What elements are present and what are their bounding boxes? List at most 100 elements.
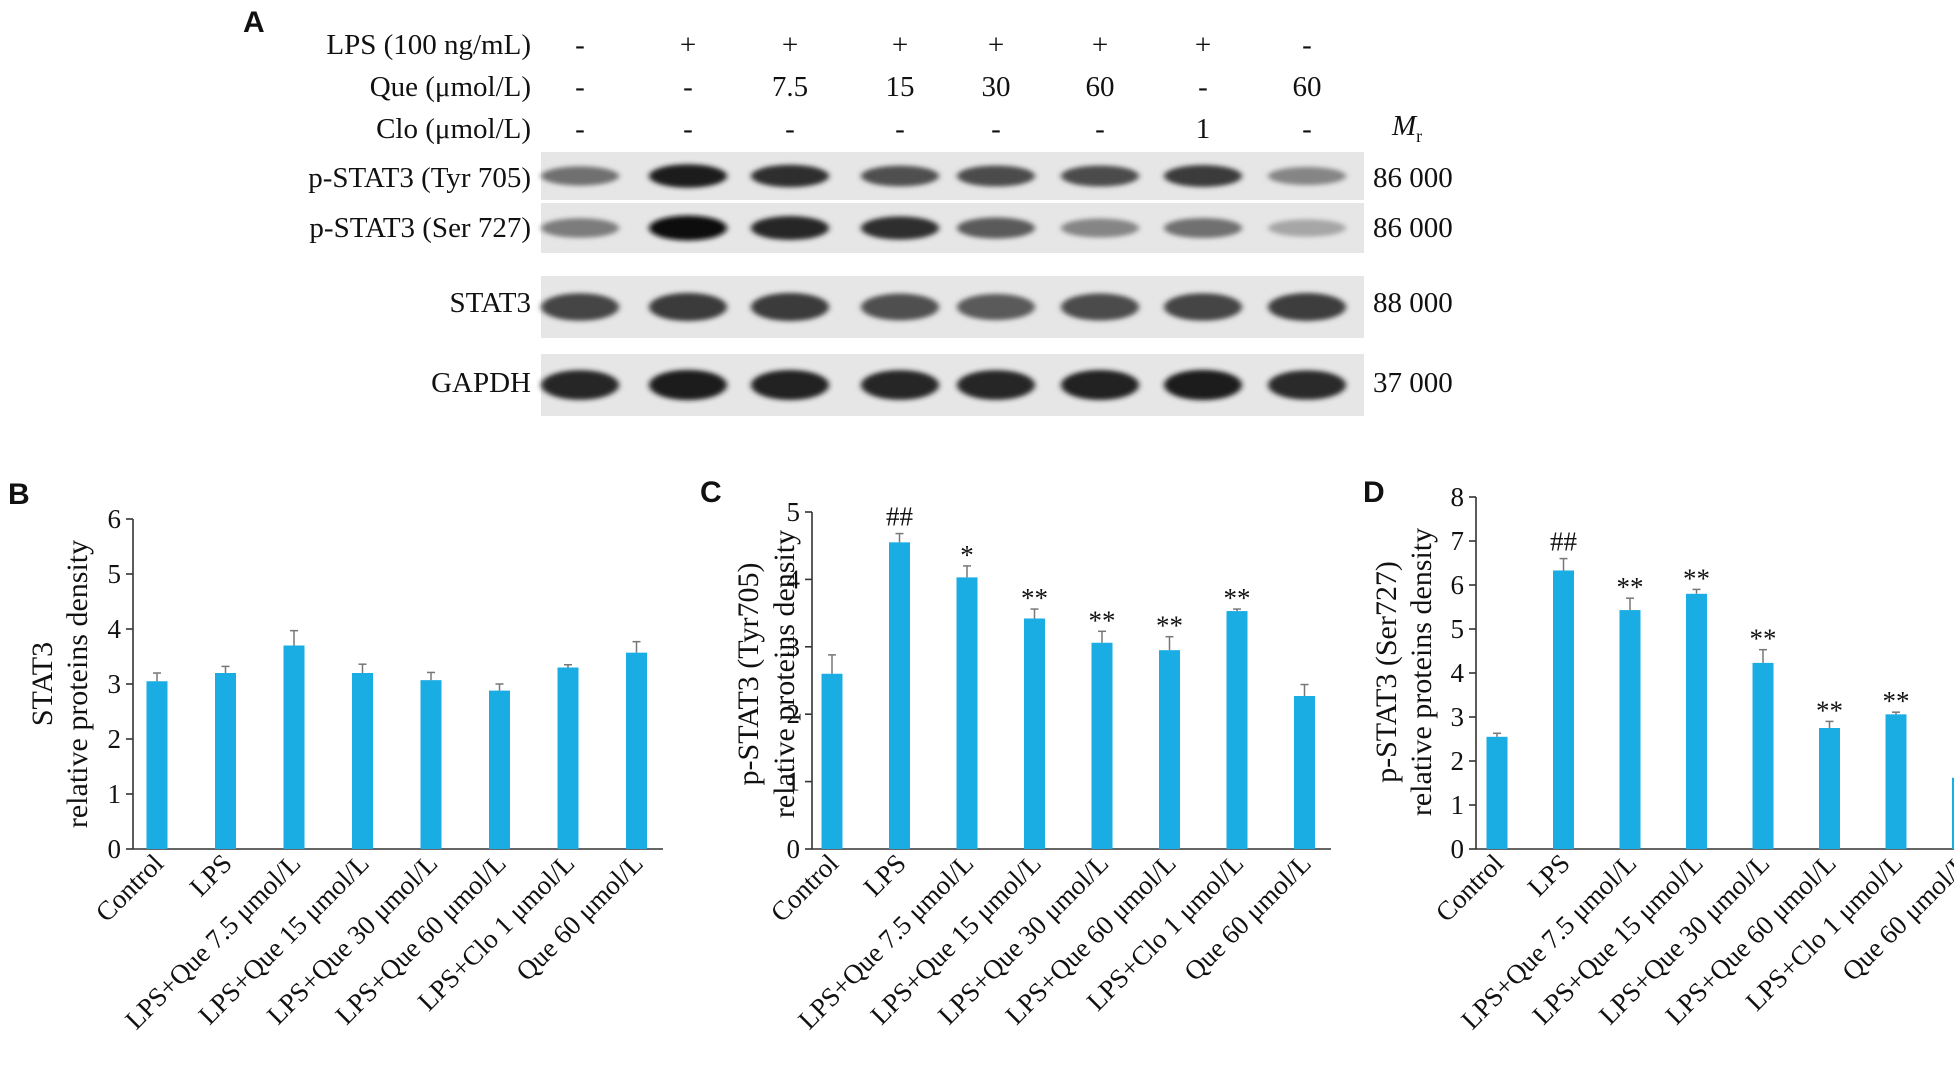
treatment-value: + — [988, 29, 1004, 61]
panel-letter: D — [1363, 476, 1385, 509]
blot-band — [649, 369, 727, 401]
y-tick-label: 2 — [787, 699, 801, 729]
treatment-value: + — [892, 29, 908, 61]
treatment-value: 1 — [1196, 113, 1211, 145]
panel-a-letter: A — [243, 6, 265, 39]
significance-label: ** — [1224, 583, 1251, 613]
blot-band — [861, 216, 939, 240]
blot-band — [861, 293, 939, 321]
treatment-value: 60 — [1086, 71, 1115, 103]
treatment-value: - — [1095, 113, 1105, 145]
treatment-value: + — [782, 29, 798, 61]
bar — [1553, 570, 1574, 849]
blot-band — [957, 293, 1035, 321]
mr-subscript: r — [1416, 126, 1422, 146]
blot-band — [1268, 370, 1346, 400]
y-tick-label: 1 — [108, 779, 122, 809]
bar — [1885, 714, 1907, 849]
y-tick-label: 2 — [1451, 746, 1465, 776]
blot-label: p-STAT3 (Tyr 705) — [308, 162, 531, 194]
treatment-label: LPS (100 ng/mL) — [326, 29, 531, 61]
blot-band — [541, 218, 619, 238]
blot-band — [957, 217, 1035, 239]
blot-band — [541, 166, 619, 186]
blot-strip: GAPDH 37 000 — [431, 354, 1453, 416]
blot-band — [649, 164, 727, 188]
blot-band — [861, 165, 939, 187]
y-tick-label: 3 — [787, 632, 801, 662]
blot-band — [751, 370, 829, 400]
panel-letter: B — [8, 478, 30, 511]
x-tick-label: Control — [90, 848, 170, 928]
treatment-label: Clo (μmol/L) — [376, 113, 531, 145]
y-tick-label: 0 — [1451, 834, 1465, 864]
blot-band — [1268, 219, 1346, 237]
blot-band — [861, 370, 939, 400]
bar — [956, 577, 978, 849]
y-tick-label: 6 — [1451, 570, 1465, 600]
bar — [489, 690, 510, 849]
significance-label: ** — [1816, 695, 1843, 725]
treatment-value: + — [1092, 29, 1108, 61]
y-tick-label: 5 — [787, 497, 801, 527]
molecular-weight-label: 86 000 — [1373, 162, 1453, 194]
blot-band — [649, 292, 727, 322]
bar — [1024, 618, 1045, 849]
blot-band — [1164, 217, 1242, 239]
molecular-weight-label: 88 000 — [1373, 287, 1453, 319]
y-tick-label: 1 — [787, 767, 801, 797]
blot-strips: p-STAT3 (Tyr 705) 86 000 p-STAT3 (Ser 727)… — [308, 152, 1453, 416]
treatment-value: - — [1302, 113, 1312, 145]
blot-label: STAT3 — [450, 287, 531, 319]
blot-strip: p-STAT3 (Ser 727) 86 000 — [309, 203, 1453, 253]
bar-chart-panel: B STAT3 relative proteins density 0 1 2 3 4 5 6 Co… — [8, 478, 663, 1035]
bar — [889, 542, 910, 849]
blot-band — [1061, 370, 1139, 400]
bar — [1952, 777, 1954, 849]
treatment-value: - — [991, 113, 1001, 145]
treatment-value: + — [680, 29, 696, 61]
y-tick-label: 5 — [1451, 614, 1465, 644]
y-tick-label: 4 — [787, 564, 801, 594]
significance-label: ** — [1883, 686, 1910, 716]
treatment-value: - — [1302, 29, 1312, 61]
x-tick-label: LPS — [1522, 848, 1576, 902]
blot-band — [957, 370, 1035, 400]
treatment-value: + — [1195, 29, 1211, 61]
x-tick-label: LPS — [184, 848, 238, 902]
y-tick-label: 4 — [1451, 658, 1465, 688]
significance-label: ** — [1683, 563, 1710, 593]
significance-label: ** — [1089, 605, 1116, 635]
y-tick-label: 4 — [108, 614, 122, 644]
panel-a-western-blot: A LPS (100 ng/mL) - + + + + + + - Que (μmol/L) - - 7… — [243, 6, 1453, 416]
treatment-label: Que (μmol/L) — [370, 71, 531, 103]
blot-band — [1061, 165, 1139, 187]
blot-band — [751, 292, 829, 322]
bar-chart-panel: Dp-STAT3 (Ser727) relative proteins densi… — [1363, 476, 1954, 1035]
bar — [1752, 662, 1774, 849]
significance-label: ** — [1617, 572, 1644, 602]
y-tick-label: 5 — [108, 559, 122, 589]
y-tick-label: 1 — [1451, 790, 1465, 820]
blot-band — [1061, 293, 1139, 321]
bar — [1819, 728, 1840, 849]
treatment-value: 30 — [982, 71, 1011, 103]
x-tick-label: Control — [765, 848, 845, 928]
significance-label: * — [960, 540, 974, 570]
treatment-value: - — [1198, 71, 1208, 103]
blot-band — [541, 293, 619, 321]
blot-strip: STAT3 88 000 — [450, 276, 1453, 338]
y-tick-label: 0 — [787, 834, 801, 864]
blot-band — [1268, 166, 1346, 186]
significance-label: ## — [1550, 527, 1578, 557]
y-axis-label: p-STAT3 (Ser727) — [1370, 561, 1403, 783]
bar — [626, 652, 647, 849]
treatment-value: - — [785, 113, 795, 145]
y-tick-label: 6 — [108, 504, 122, 534]
blot-strip: p-STAT3 (Tyr 705) 86 000 — [308, 152, 1453, 200]
mr-header: Mr — [1391, 110, 1422, 146]
blot-band — [1061, 218, 1139, 238]
mr-label: M — [1391, 110, 1418, 142]
